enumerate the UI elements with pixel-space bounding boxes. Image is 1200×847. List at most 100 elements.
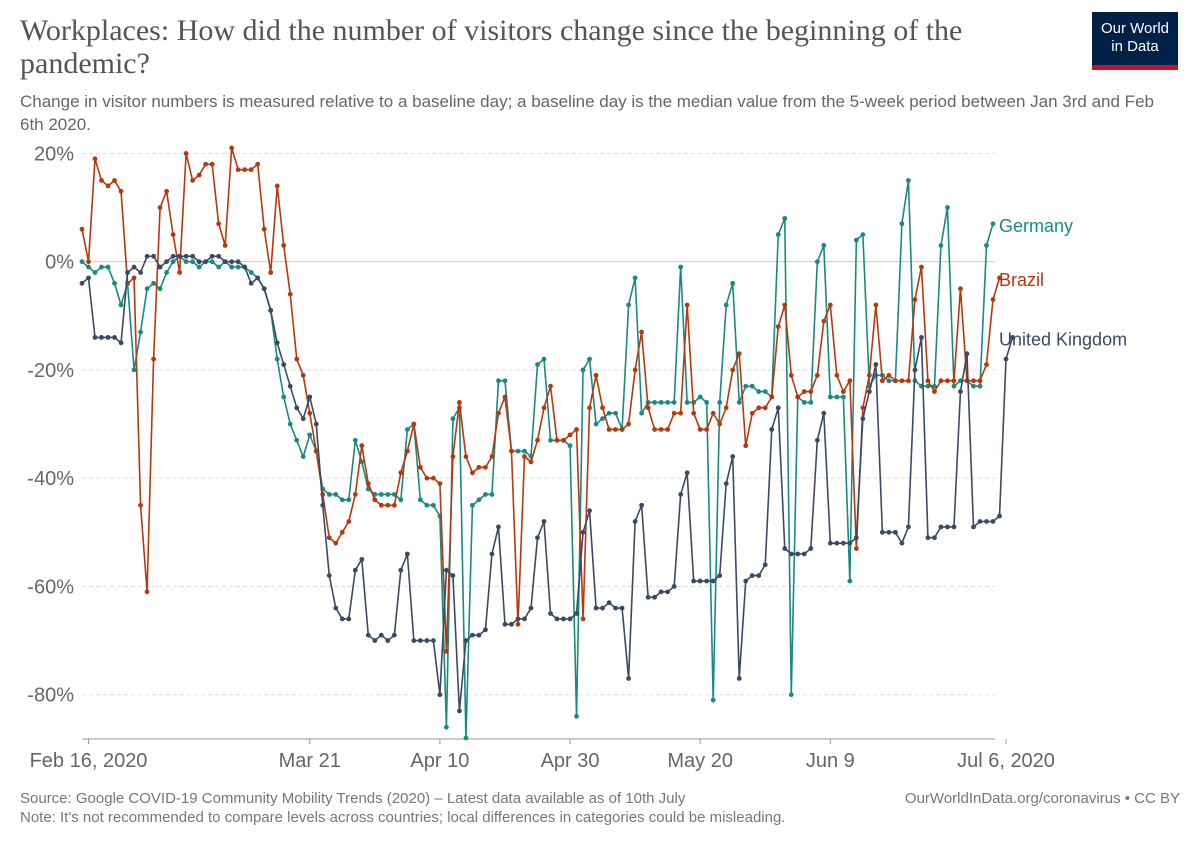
data-point[interactable] (587, 356, 592, 362)
data-point[interactable] (99, 178, 104, 183)
data-point[interactable] (886, 378, 892, 384)
data-point[interactable] (404, 427, 410, 432)
data-point[interactable] (860, 416, 866, 422)
data-point[interactable] (801, 400, 807, 405)
data-point[interactable] (600, 405, 605, 411)
data-point[interactable] (632, 275, 638, 281)
data-point[interactable] (196, 172, 202, 178)
data-point[interactable] (587, 508, 592, 514)
data-point[interactable] (801, 389, 807, 394)
data-point[interactable] (138, 502, 143, 508)
data-point[interactable] (222, 259, 228, 265)
data-point[interactable] (463, 638, 469, 643)
data-point[interactable] (574, 611, 579, 616)
data-point[interactable] (671, 400, 677, 405)
data-point[interactable] (528, 459, 534, 465)
data-point[interactable] (951, 524, 957, 530)
data-point[interactable] (548, 437, 553, 443)
data-point[interactable] (788, 551, 794, 557)
data-point[interactable] (216, 221, 222, 227)
data-point[interactable] (105, 335, 111, 340)
data-point[interactable] (710, 410, 716, 416)
data-point[interactable] (144, 253, 150, 259)
data-point[interactable] (827, 540, 833, 546)
data-point[interactable] (613, 605, 618, 611)
data-point[interactable] (307, 432, 313, 438)
data-point[interactable] (606, 600, 612, 606)
data-point[interactable] (658, 589, 664, 595)
data-point[interactable] (958, 286, 963, 292)
data-point[interactable] (691, 578, 697, 584)
data-point[interactable] (365, 632, 371, 638)
data-point[interactable] (248, 280, 254, 286)
data-point[interactable] (997, 513, 1002, 519)
data-point[interactable] (814, 372, 820, 378)
series-label[interactable]: United Kingdom (999, 329, 1127, 349)
data-point[interactable] (496, 524, 501, 530)
data-point[interactable] (821, 243, 827, 248)
data-point[interactable] (339, 616, 345, 622)
data-point[interactable] (827, 394, 833, 400)
data-point[interactable] (79, 280, 85, 286)
data-point[interactable] (548, 611, 553, 616)
series-line[interactable] (81, 255, 1014, 712)
data-point[interactable] (749, 573, 755, 579)
data-point[interactable] (567, 616, 573, 622)
data-point[interactable] (587, 405, 592, 411)
data-point[interactable] (417, 464, 423, 470)
data-point[interactable] (359, 443, 365, 449)
data-point[interactable] (404, 551, 410, 557)
data-point[interactable] (938, 243, 944, 248)
data-point[interactable] (105, 183, 111, 189)
data-point[interactable] (248, 167, 254, 173)
data-point[interactable] (853, 535, 859, 541)
data-point[interactable] (457, 708, 462, 714)
data-point[interactable] (424, 502, 430, 508)
series-label[interactable]: Brazil (999, 270, 1044, 290)
data-point[interactable] (300, 372, 306, 378)
data-point[interactable] (873, 302, 879, 308)
data-point[interactable] (906, 178, 911, 183)
data-point[interactable] (840, 389, 846, 394)
data-point[interactable] (704, 427, 710, 432)
data-point[interactable] (906, 524, 911, 530)
data-point[interactable] (723, 481, 729, 486)
data-point[interactable] (385, 492, 391, 497)
data-point[interactable] (463, 735, 469, 741)
data-point[interactable] (294, 405, 300, 411)
data-point[interactable] (736, 676, 742, 681)
data-point[interactable] (294, 356, 300, 362)
data-point[interactable] (1010, 335, 1015, 340)
data-point[interactable] (567, 443, 573, 449)
data-point[interactable] (645, 405, 651, 411)
data-point[interactable] (658, 427, 664, 432)
data-point[interactable] (391, 502, 397, 508)
data-point[interactable] (203, 161, 209, 167)
data-point[interactable] (235, 264, 241, 270)
data-point[interactable] (255, 161, 261, 167)
data-point[interactable] (945, 378, 950, 384)
data-point[interactable] (118, 340, 124, 346)
data-point[interactable] (593, 421, 599, 427)
data-point[interactable] (600, 416, 605, 422)
series-line[interactable] (81, 179, 994, 739)
data-point[interactable] (574, 713, 579, 719)
data-point[interactable] (307, 394, 313, 400)
data-point[interactable] (704, 578, 710, 584)
data-point[interactable] (613, 410, 618, 416)
data-point[interactable] (502, 394, 508, 400)
data-point[interactable] (183, 259, 189, 265)
data-point[interactable] (190, 259, 196, 265)
data-point[interactable] (417, 497, 423, 503)
data-point[interactable] (984, 243, 989, 248)
data-point[interactable] (261, 226, 267, 232)
data-point[interactable] (691, 410, 697, 416)
data-point[interactable] (853, 237, 859, 243)
data-point[interactable] (990, 297, 996, 302)
data-point[interactable] (554, 616, 560, 622)
data-point[interactable] (834, 540, 840, 546)
data-point[interactable] (567, 432, 573, 438)
data-point[interactable] (626, 676, 631, 681)
owid-logo[interactable]: Our World in Data (1092, 12, 1178, 70)
data-point[interactable] (593, 372, 599, 378)
